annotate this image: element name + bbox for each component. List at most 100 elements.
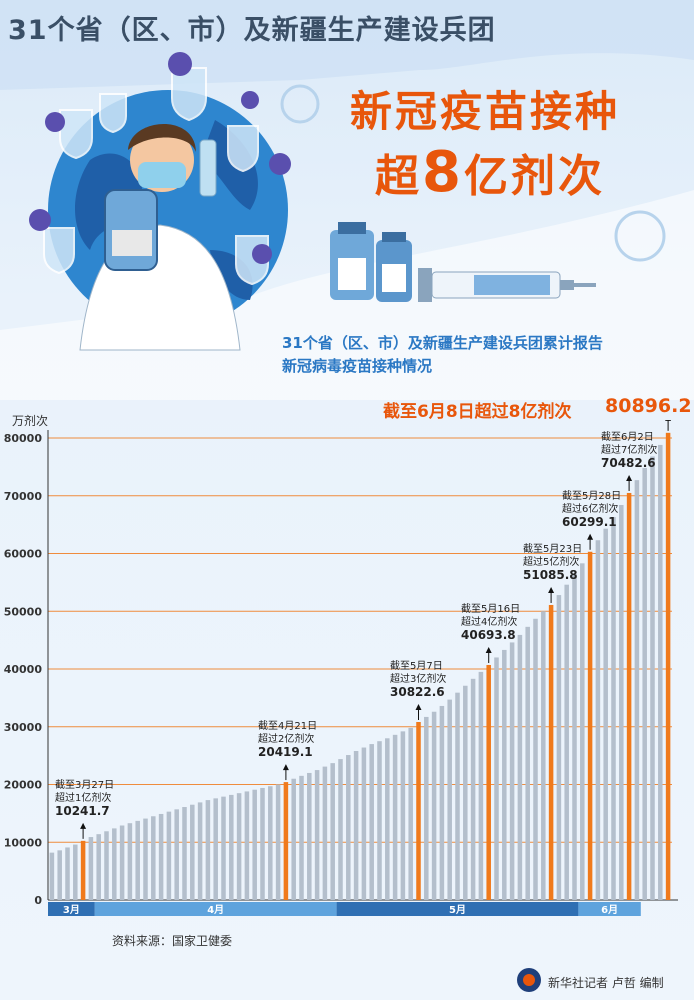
bar bbox=[49, 852, 55, 900]
bar bbox=[57, 850, 62, 900]
bar bbox=[642, 468, 647, 900]
bar bbox=[580, 563, 585, 900]
bar bbox=[603, 528, 608, 900]
source-note: 资料来源：国家卫健委 bbox=[112, 934, 233, 948]
bar bbox=[330, 763, 335, 900]
milestone-desc: 超过3亿剂次 bbox=[390, 674, 447, 685]
milestone-annotation: 截至5月28日 超过6亿剂次 60299.1 bbox=[562, 490, 621, 529]
milestone-bar bbox=[80, 840, 86, 900]
milestone-desc: 超过5亿剂次 bbox=[523, 557, 580, 568]
month-label: 4月 bbox=[207, 904, 224, 916]
y-axis-unit: 万剂次 bbox=[12, 414, 49, 428]
bar bbox=[221, 796, 226, 900]
bar bbox=[322, 766, 328, 900]
bar bbox=[392, 734, 398, 900]
illustration bbox=[0, 0, 694, 400]
milestone-value: 30822.6 bbox=[390, 685, 445, 699]
bar bbox=[104, 831, 109, 900]
bar bbox=[361, 747, 367, 900]
subtitle-line1: 31个省（区、市）及新疆生产建设兵团累计报告 bbox=[282, 334, 603, 352]
bar bbox=[197, 802, 203, 900]
bar bbox=[353, 751, 359, 900]
milestone-bar bbox=[486, 664, 491, 900]
bar bbox=[291, 778, 296, 900]
bar bbox=[431, 711, 437, 900]
headline-line1: 新冠疫苗接种 bbox=[350, 87, 621, 136]
bar bbox=[119, 825, 125, 900]
milestone-desc: 超过2亿剂次 bbox=[258, 734, 315, 745]
milestone-desc: 超过4亿剂次 bbox=[461, 617, 518, 628]
y-tick-label: 80000 bbox=[4, 432, 43, 445]
bar bbox=[127, 823, 133, 900]
milestone-date: 截至6月2日 bbox=[601, 432, 654, 443]
bar bbox=[275, 784, 281, 900]
bar bbox=[385, 738, 390, 900]
bar bbox=[268, 786, 273, 900]
y-tick-label: 0 bbox=[34, 894, 42, 907]
bar bbox=[190, 804, 195, 900]
milestone-desc: 超过1亿剂次 bbox=[55, 793, 112, 804]
bar bbox=[151, 816, 156, 900]
bar bbox=[314, 770, 320, 900]
bar bbox=[174, 809, 179, 900]
month-band bbox=[336, 902, 579, 916]
final-milestone-value: 80896.2 bbox=[605, 395, 692, 417]
month-band bbox=[48, 902, 95, 916]
bar bbox=[424, 716, 429, 900]
bar bbox=[541, 611, 546, 900]
milestone-annotation: 截至5月23日 超过5亿剂次 51085.8 bbox=[523, 543, 582, 582]
milestone-arrow-head bbox=[282, 764, 289, 771]
bar bbox=[408, 727, 413, 900]
virus-icons bbox=[29, 52, 291, 264]
bar bbox=[455, 692, 460, 900]
milestone-bar bbox=[665, 432, 671, 900]
bar bbox=[346, 755, 351, 900]
milestone-bar bbox=[416, 721, 421, 900]
month-band bbox=[578, 902, 641, 916]
milestone-annotation: 截至4月21日 超过2亿剂次 20419.1 bbox=[258, 720, 317, 759]
milestone-date: 截至5月23日 bbox=[523, 544, 583, 555]
credit-note: 新华社记者 卢哲 编制 bbox=[548, 976, 664, 990]
bar bbox=[166, 811, 172, 900]
bar bbox=[213, 798, 218, 900]
milestone-arrow-head bbox=[548, 586, 555, 593]
milestone-date: 截至3月27日 bbox=[55, 780, 115, 791]
milestone-bar bbox=[548, 604, 554, 900]
headline-suffix: 亿剂次 bbox=[463, 151, 605, 202]
bar bbox=[252, 789, 257, 900]
bar bbox=[650, 456, 655, 900]
milestone-value: 20419.1 bbox=[258, 745, 313, 759]
bar bbox=[182, 807, 187, 900]
bar bbox=[299, 775, 304, 900]
bar bbox=[525, 626, 530, 900]
milestone-arrow-head bbox=[587, 533, 594, 540]
bar bbox=[158, 813, 164, 900]
y-tick-label: 20000 bbox=[4, 779, 43, 792]
milestone-annotation: 截至5月7日 超过3亿剂次 30822.6 bbox=[390, 660, 446, 699]
bar bbox=[377, 741, 382, 900]
final-milestone-label: 截至6月8日超过8亿剂次 bbox=[383, 402, 572, 422]
milestone-annotation: 截至3月27日 超过1亿剂次 10241.7 bbox=[55, 779, 114, 818]
bar bbox=[73, 844, 78, 900]
y-tick-label: 60000 bbox=[4, 548, 43, 561]
bar bbox=[205, 800, 211, 900]
bar bbox=[143, 818, 148, 900]
bar bbox=[65, 847, 70, 900]
bar bbox=[556, 595, 562, 900]
bar bbox=[478, 671, 484, 900]
milestone-bar bbox=[587, 551, 593, 900]
milestone-arrow-head bbox=[485, 646, 492, 653]
month-band bbox=[94, 902, 337, 916]
milestone-desc: 超过7亿剂次 bbox=[601, 445, 658, 456]
milestone-date: 截至4月21日 bbox=[258, 721, 318, 732]
bar bbox=[338, 759, 343, 900]
milestone-arrow-head bbox=[665, 420, 672, 421]
milestone-bar bbox=[626, 492, 632, 900]
y-tick-label: 40000 bbox=[4, 663, 43, 676]
milestone-date: 截至5月28日 bbox=[562, 491, 622, 502]
virus-outline-icons bbox=[280, 84, 666, 262]
bar bbox=[494, 657, 499, 900]
milestone-value: 70482.6 bbox=[601, 456, 656, 470]
bar bbox=[509, 642, 515, 900]
